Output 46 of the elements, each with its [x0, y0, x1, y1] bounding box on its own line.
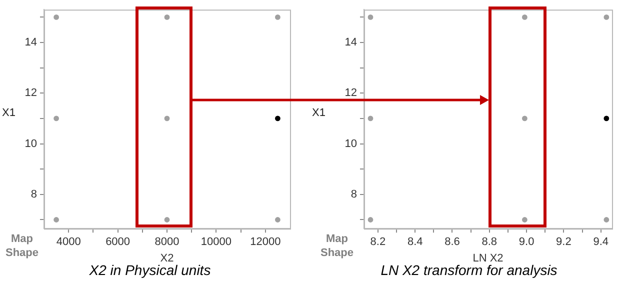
x-tick-label: 9.0 — [518, 236, 534, 248]
x-tick-label: 9.2 — [556, 236, 572, 248]
y-tick-label: 8 — [350, 188, 357, 200]
text: Map Shape — [4, 232, 40, 260]
x-axis-title: LN X2 — [472, 252, 504, 264]
x-tick-label: 4000 — [56, 236, 81, 248]
y-axis-title: X1 — [312, 107, 326, 120]
y-tick-label: 14 — [24, 36, 37, 49]
x-tick-label: 8.2 — [370, 236, 386, 248]
y-tick-label: 8 — [30, 188, 37, 200]
x-tick-label: 6000 — [106, 236, 130, 248]
point — [368, 217, 374, 222]
point — [522, 217, 528, 222]
text: LN X2 transform for analysis — [380, 262, 558, 278]
point — [164, 217, 170, 222]
point — [604, 14, 610, 20]
point — [54, 116, 59, 122]
point — [522, 116, 528, 122]
point — [164, 116, 170, 122]
text: X2 in Physical units — [88, 262, 212, 278]
x-tick-label: 8.6 — [444, 236, 460, 248]
point — [54, 217, 59, 222]
y-tick-label: 10 — [344, 138, 357, 150]
x-tick-label: 8.4 — [407, 236, 423, 248]
point — [164, 14, 170, 20]
point — [275, 116, 280, 122]
point — [604, 217, 610, 222]
y-tick-label: 14 — [344, 36, 357, 49]
point — [54, 14, 59, 20]
x-tick-label: 8000 — [154, 236, 180, 248]
y-tick-label: 12 — [344, 87, 357, 100]
y-axis-title: X1 — [2, 107, 16, 120]
point — [275, 217, 280, 222]
point — [604, 116, 610, 122]
x-tick-label: 8.8 — [482, 236, 498, 248]
x-tick-label: 9.4 — [593, 236, 608, 248]
point — [275, 14, 280, 20]
x-axis-title: X2 — [160, 252, 174, 264]
y-tick-label: 10 — [24, 138, 37, 150]
text: Map Shape — [319, 232, 354, 260]
y-tick-label: 12 — [24, 87, 37, 100]
x-tick-label: 10000 — [200, 236, 232, 248]
x-tick-label: 12000 — [250, 236, 281, 248]
point — [368, 116, 374, 122]
point — [522, 14, 528, 20]
point — [368, 14, 374, 20]
